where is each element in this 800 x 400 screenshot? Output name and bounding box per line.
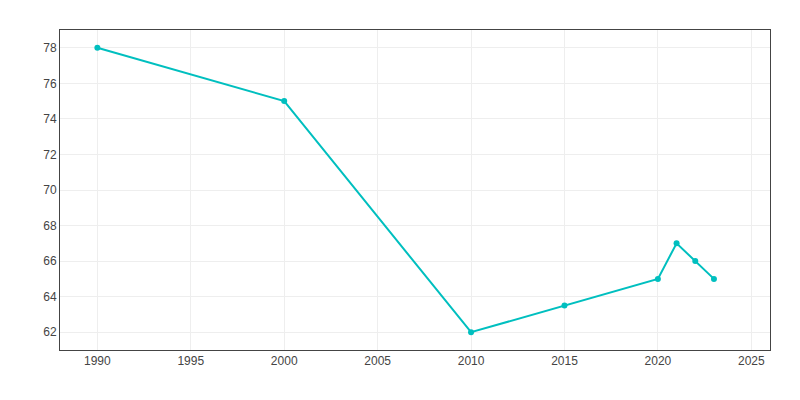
svg-text:2005: 2005 [364, 354, 391, 368]
svg-text:72: 72 [43, 148, 57, 162]
svg-text:68: 68 [43, 219, 57, 233]
svg-text:64: 64 [43, 290, 57, 304]
svg-text:62: 62 [43, 325, 57, 339]
svg-text:76: 76 [43, 77, 57, 91]
svg-text:2015: 2015 [551, 354, 578, 368]
svg-text:2020: 2020 [645, 354, 672, 368]
svg-text:1995: 1995 [177, 354, 204, 368]
svg-text:78: 78 [43, 41, 57, 55]
svg-text:2000: 2000 [271, 354, 298, 368]
svg-text:2010: 2010 [458, 354, 485, 368]
svg-text:66: 66 [43, 254, 57, 268]
svg-text:70: 70 [43, 183, 57, 197]
svg-text:74: 74 [43, 112, 57, 126]
svg-text:2025: 2025 [738, 354, 765, 368]
svg-text:1990: 1990 [84, 354, 111, 368]
